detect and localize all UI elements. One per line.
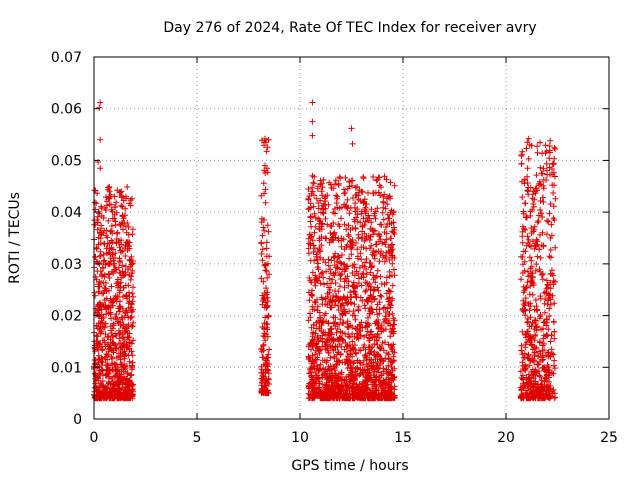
y-tick-label: 0.02	[51, 309, 82, 325]
axis-ticks	[93, 56, 610, 420]
x-tick-label: 10	[291, 430, 309, 446]
y-tick-label: 0.07	[51, 50, 82, 66]
y-tick-labels: 0 0.01 0.02 0.03 0.04 0.05 0.06 0.07	[51, 50, 82, 428]
y-tick-label: 0.01	[51, 360, 82, 376]
x-tick-label: 20	[497, 430, 515, 446]
plot-frame	[93, 56, 610, 420]
x-tick-labels: 0 5 10 15 20 25	[90, 430, 618, 446]
y-tick-label: 0.05	[51, 153, 82, 169]
y-tick-label: 0.04	[51, 205, 82, 221]
x-tick-label: 25	[600, 430, 618, 446]
y-tick-label: 0.06	[51, 102, 82, 118]
y-tick-label: 0	[73, 412, 82, 428]
chart-title: Day 276 of 2024, Rate Of TEC Index for r…	[163, 20, 536, 36]
x-tick-label: 0	[90, 430, 99, 446]
y-axis-label: ROTI / TECUs	[7, 192, 23, 284]
y-tick-label: 0.03	[51, 257, 82, 273]
scatter-points	[91, 99, 559, 402]
data-points	[91, 99, 559, 402]
x-tick-label: 15	[394, 430, 412, 446]
x-tick-label: 5	[193, 430, 202, 446]
x-axis-label: GPS time / hours	[291, 458, 408, 474]
grid	[94, 57, 609, 419]
